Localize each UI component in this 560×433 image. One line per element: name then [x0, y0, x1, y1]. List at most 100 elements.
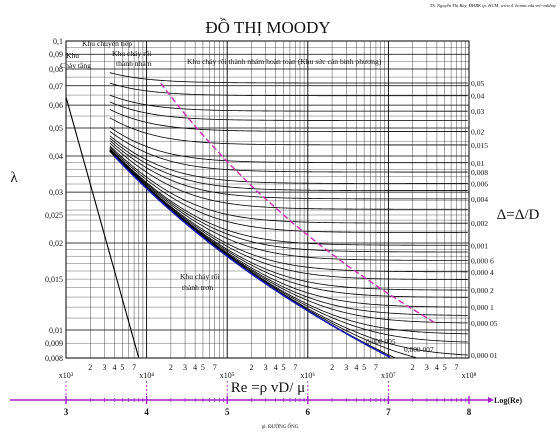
grid [65, 40, 470, 359]
roughness-label: 0,000 2 [471, 286, 494, 295]
x-decade-label: x10⁷ [381, 371, 396, 380]
roughness-label: 0,03 [471, 107, 484, 116]
y-tick-label: 0,01 [49, 326, 63, 335]
roughness-label: 0,000 4 [471, 268, 494, 277]
friction-curve [109, 148, 468, 246]
friction-curve [109, 82, 468, 97]
friction-curve [109, 150, 468, 298]
x-axis-label: Re =ρ vD/ μ [231, 380, 305, 396]
y-tick-label: 0,03 [49, 188, 63, 197]
smooth-pipe-curve [113, 155, 391, 359]
x-decade-label: x10⁸ [462, 371, 477, 380]
footer-note: pl. ĐƯỜNG ỐNG [262, 424, 299, 430]
x-minor-label: 7 [374, 363, 378, 372]
friction-curve [109, 146, 468, 233]
annotation-smooth-2: thành trơn [182, 283, 213, 292]
x-minor-label: 4 [274, 363, 278, 372]
friction-curve [109, 150, 468, 316]
y-tick-label: 0,1 [53, 37, 63, 46]
x-minor-label: 4 [354, 363, 358, 372]
y-tick-label: 0,015 [45, 275, 63, 284]
log-axis-tick-label: 4 [144, 407, 149, 417]
x-minor-label: 3 [264, 363, 268, 372]
fully-rough-boundary [160, 82, 437, 324]
friction-curve [109, 140, 468, 200]
log-axis-tick-label: 7 [386, 407, 391, 417]
friction-curve [109, 109, 468, 132]
roughness-label: 0,000 01 [471, 351, 498, 360]
friction-curve [109, 150, 468, 280]
roughness-label: 0,006 [471, 180, 488, 189]
annotation-laminar-2: Chảy tầng [60, 61, 91, 70]
x-minor-label: 5 [120, 363, 124, 372]
y-tick-label: 0,09 [49, 50, 63, 59]
annotation-smooth-1: Khu chảy rối [180, 272, 220, 281]
roughness-label: 0,000 1 [471, 303, 494, 312]
roughness-label: 0,02 [471, 127, 484, 136]
roughness-label: 0,015 [471, 141, 488, 150]
laminar-line [65, 96, 140, 358]
y-tick-label: 0,08 [49, 65, 63, 74]
log-axis-tick-label: 6 [306, 407, 311, 417]
x-decade-label: x10⁵ [220, 371, 235, 380]
y-tick-label: 0,05 [49, 124, 63, 133]
x-minor-label: 4 [435, 363, 439, 372]
small-eps-label: 0,000 007 [404, 345, 434, 354]
y-tick-label: 0,025 [45, 211, 63, 220]
right-axis-label: Δ=Δ/D [497, 207, 540, 223]
friction-curve [109, 150, 468, 308]
annotation-transition: Khu chuyển tiếp [82, 39, 132, 48]
x-minor-label: 4 [113, 363, 117, 372]
y-tick-label: 0,04 [49, 152, 63, 161]
friction-curve [109, 148, 468, 253]
plot-frame [65, 40, 470, 359]
x-minor-label: 4 [193, 363, 197, 372]
x-minor-label: 7 [132, 363, 136, 372]
y-tick-label: 0,02 [49, 239, 63, 248]
friction-curve [109, 117, 468, 146]
friction-curve [109, 145, 468, 224]
x-decade-label: x10³ [59, 371, 74, 380]
friction-curve [109, 72, 468, 84]
roughness-label: 0,002 [471, 219, 488, 228]
friction-curve [109, 94, 468, 112]
friction-curve [109, 150, 468, 356]
y-tick-label: 0,008 [45, 354, 63, 363]
log-axis-tick-label: 5 [225, 407, 230, 417]
roughness-label: 0,000 6 [471, 256, 494, 265]
friction-curve [109, 142, 468, 210]
x-minor-label: 5 [443, 363, 447, 372]
roughness-label: 0,01 [471, 159, 484, 168]
chart-title: ĐỒ THỊ MOODY [205, 18, 330, 37]
annotation-fully-rough: Khu chảy rối thành nhám hoàn toàn (Khu s… [187, 57, 382, 66]
log-axis-tick-label: 3 [64, 407, 69, 417]
x-decade-label: x10⁶ [300, 371, 315, 380]
log-axis-arrow [488, 397, 494, 403]
log-axis-tick-label: 8 [467, 407, 472, 417]
friction-curve [109, 131, 468, 173]
x-minor-label: 2 [88, 363, 92, 372]
x-minor-label: 5 [362, 363, 366, 372]
small-eps-label: 0,000 005 [366, 337, 396, 346]
y-tick-label: 0,07 [49, 82, 63, 91]
friction-curve [109, 137, 468, 191]
x-minor-label: 5 [201, 363, 205, 372]
annotation-rough-1: Khu chảy rối [112, 49, 152, 58]
header-note: TS. Nguyễn Thị Bảy, ĐHBK tp. HCM, www.4.… [430, 3, 557, 9]
roughness-label: 0,008 [471, 168, 488, 177]
x-minor-label: 3 [183, 363, 187, 372]
x-minor-label: 3 [344, 363, 348, 372]
friction-curve [109, 149, 468, 261]
friction-curve [109, 149, 468, 273]
x-minor-label: 3 [102, 363, 106, 372]
x-minor-label: 2 [411, 363, 415, 372]
annotation-laminar-1: Khu [66, 51, 79, 60]
y-tick-label: 0,06 [49, 101, 63, 110]
x-minor-label: 7 [455, 363, 459, 372]
x-minor-label: 7 [293, 363, 297, 372]
friction-curves [65, 72, 468, 359]
x-minor-label: 7 [213, 363, 217, 372]
x-minor-label: 2 [330, 363, 334, 372]
roughness-label: 0,004 [471, 195, 488, 204]
x-minor-label: 5 [282, 363, 286, 372]
